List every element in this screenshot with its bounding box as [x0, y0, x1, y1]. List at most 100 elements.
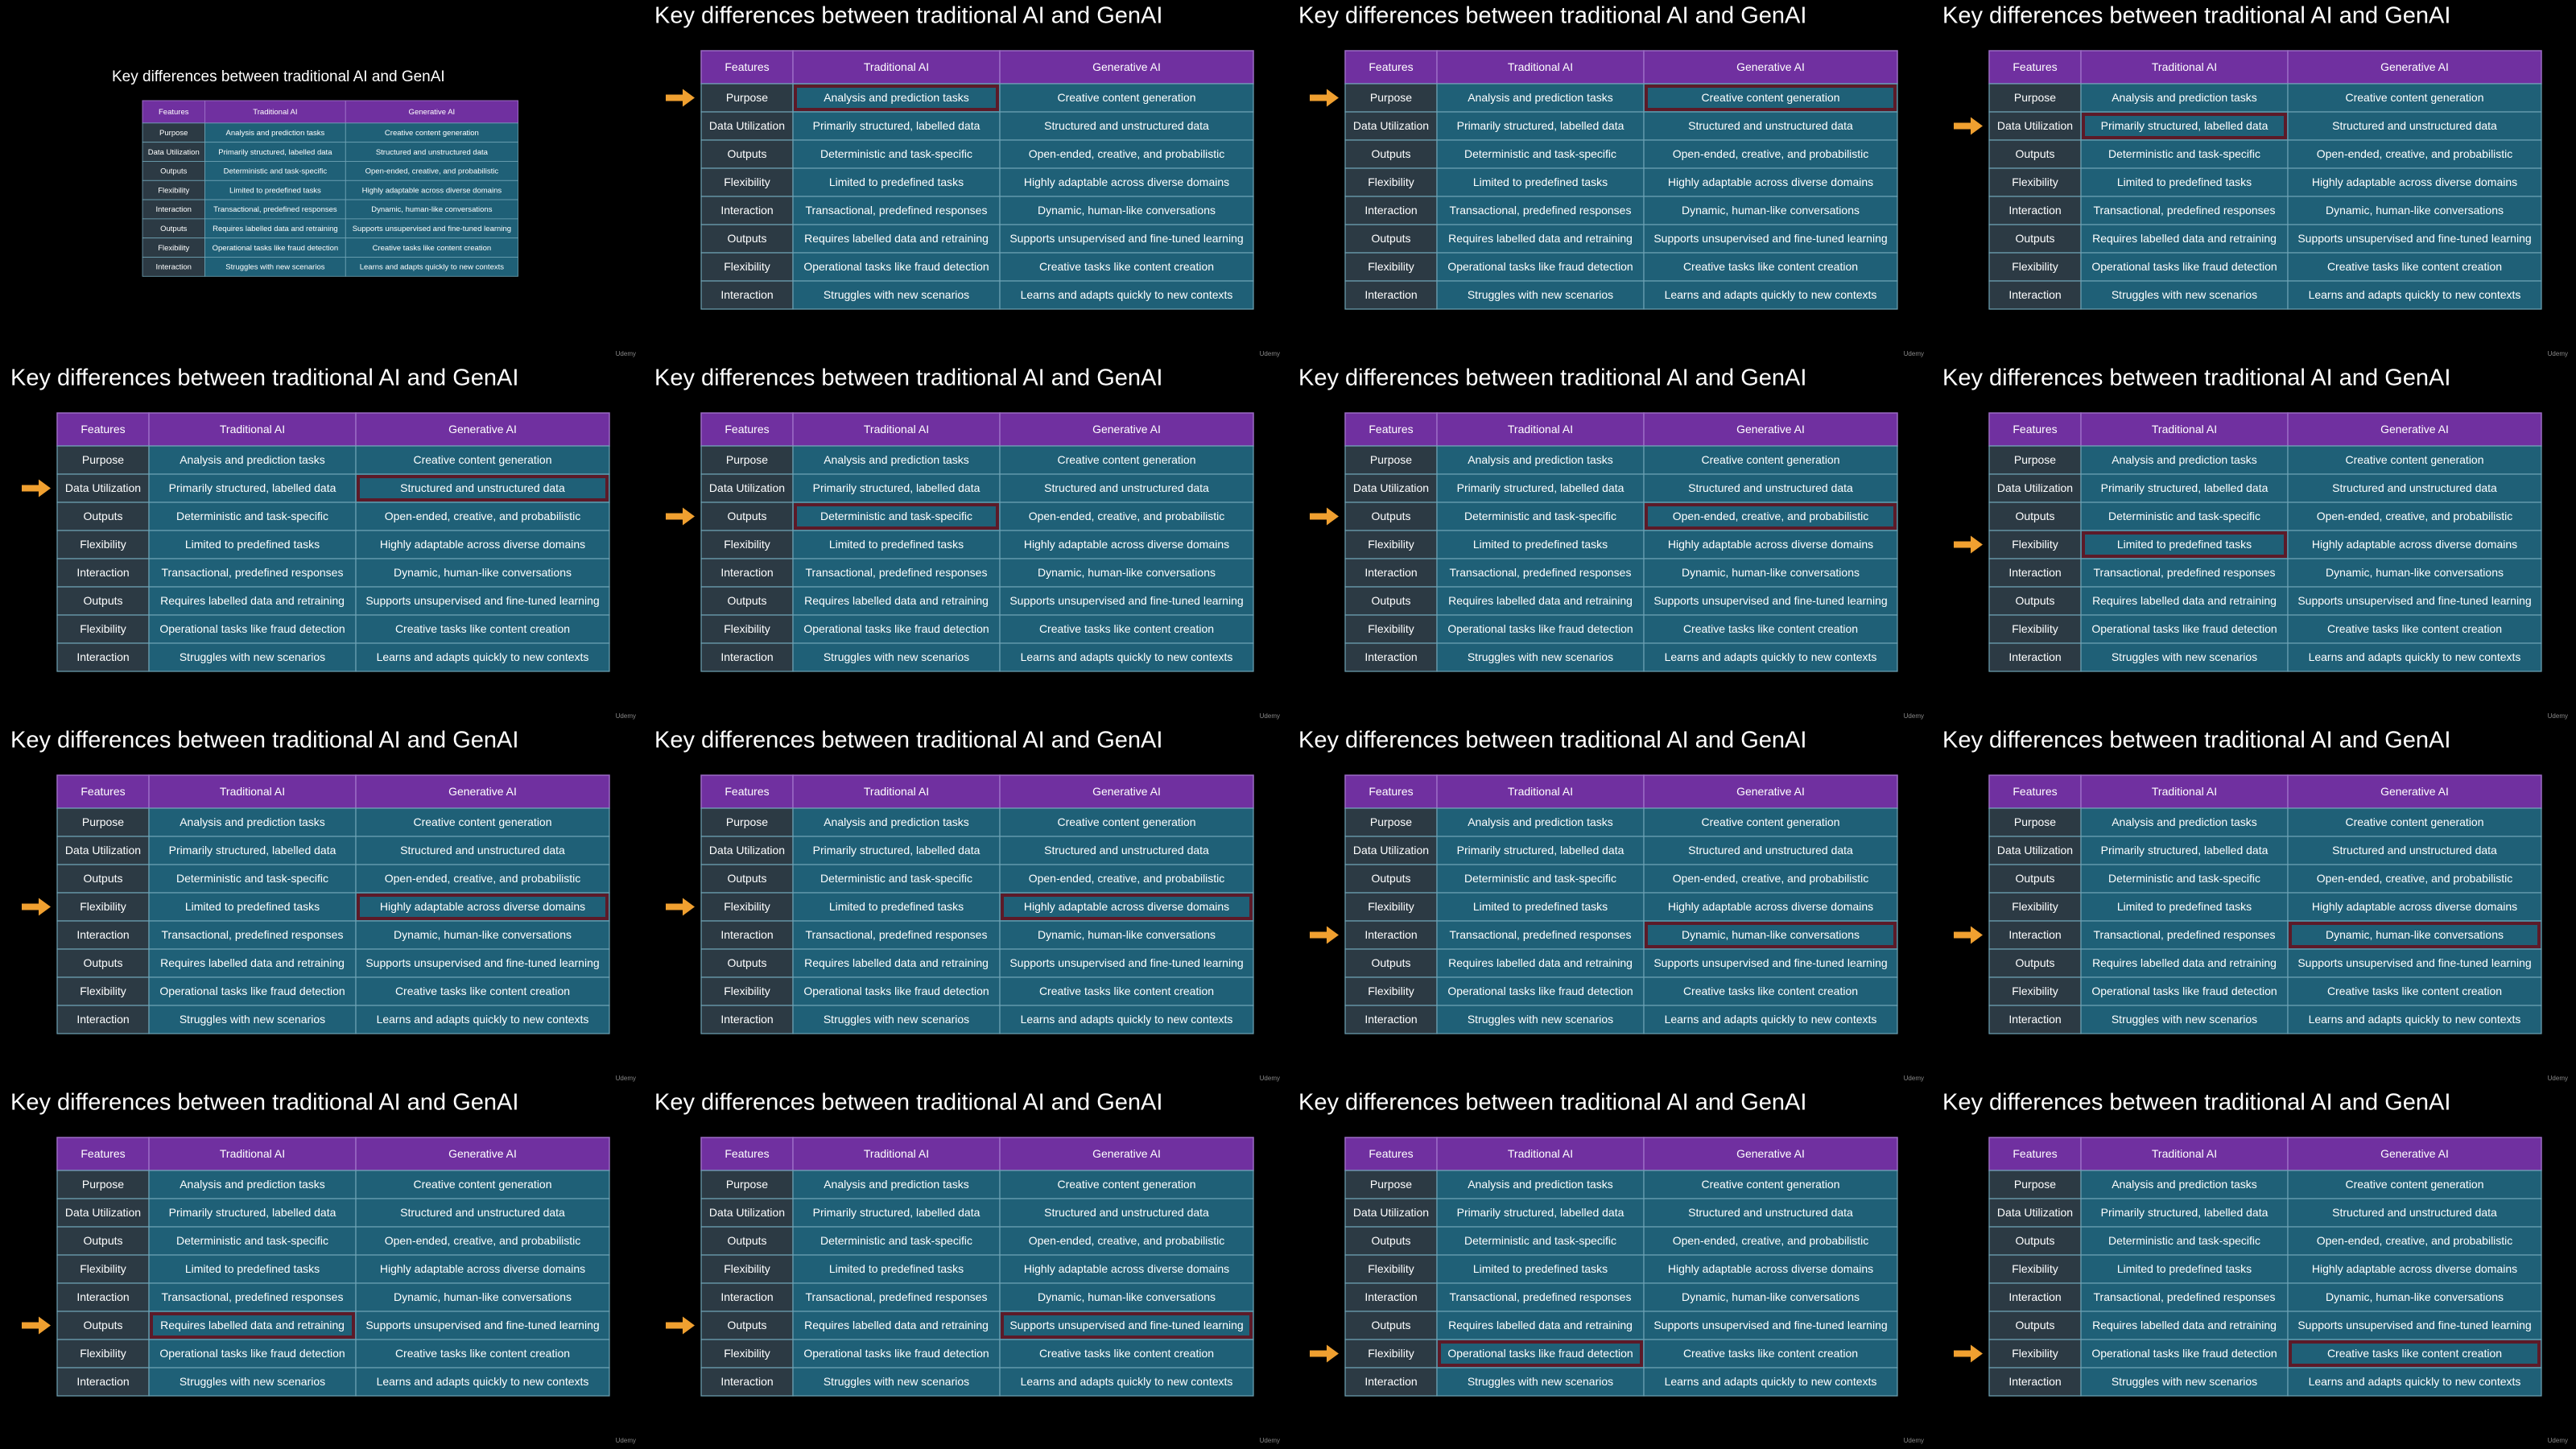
cell-text: Analysis and prediction tasks [2112, 815, 2257, 828]
cell [355, 920, 610, 950]
cell-text: Analysis and prediction tasks [2112, 1178, 2257, 1191]
cell [2287, 83, 2542, 113]
cell-text: Requires labelled data and retraining [160, 594, 345, 607]
feature-cell [1344, 1005, 1438, 1034]
cell-text: Flexibility [1368, 260, 1414, 273]
cell-text: Dynamic, human-like conversations [371, 205, 492, 214]
header-cell [1436, 50, 1645, 85]
feature-cell [700, 111, 794, 141]
table: Features Traditional AI Generative AI Purpo… [700, 1137, 1254, 1397]
cell-text: Supports unsupervised and fine-tuned lea… [1653, 1319, 1887, 1331]
header-cell [1643, 50, 1898, 85]
feature-cell [700, 1367, 794, 1397]
cell-text: Purpose [2014, 815, 2056, 828]
cell-text: Data Utilization [1997, 119, 2073, 132]
cell-text: Struggles with new scenarios [1468, 1013, 1613, 1026]
feature-cell [1344, 642, 1438, 672]
feature-cell [700, 224, 794, 254]
watermark: Udemy [2548, 1437, 2568, 1444]
cell-text: Deterministic and task-specific [224, 167, 328, 176]
cell [999, 1339, 1254, 1368]
cell-text: Requires labelled data and retraining [2092, 956, 2277, 969]
watermark: Udemy [1260, 350, 1280, 357]
cell-text: Interaction [2008, 1290, 2061, 1303]
cell [148, 614, 357, 644]
cell [2287, 530, 2542, 559]
table-wrap: Features Traditional AI Generative AI Purpo… [142, 100, 518, 277]
cell-text: Struggles with new scenarios [1468, 288, 1613, 301]
cell-text: Flexibility [2012, 1262, 2058, 1275]
cell-text: Open-ended, creative, and probabilistic [2317, 872, 2513, 885]
header-text: Features [159, 108, 189, 117]
cell-text: Learns and adapts quickly to new context… [2309, 288, 2521, 301]
header-text: Generative AI [1092, 60, 1161, 73]
slide-title: Key differences between traditional AI a… [654, 3, 1162, 29]
cell [999, 139, 1254, 169]
cell-text: Flexibility [724, 175, 770, 188]
cell-text: Highly adaptable across diverse domains [380, 900, 585, 913]
cell [355, 530, 610, 559]
cell-text: Learns and adapts quickly to new context… [1021, 1013, 1233, 1026]
cell-text: Structured and unstructured data [1688, 119, 1853, 132]
slide: Udemy Key differences between traditional… [10, 1090, 636, 1444]
cell [1643, 139, 1898, 169]
cell-text: Interaction [2008, 1375, 2061, 1388]
cell [355, 1367, 610, 1397]
cell [355, 586, 610, 616]
header-text: Traditional AI [864, 1147, 929, 1160]
feature-cell [1344, 83, 1438, 113]
cell-text: Outputs [160, 167, 188, 176]
cell-text: Primarily structured, labelled data [218, 148, 332, 157]
cell-text: Outputs [2015, 232, 2054, 245]
header-text: Traditional AI [1508, 1147, 1573, 1160]
cell-text: Interaction [1364, 288, 1417, 301]
table-wrap: Features Traditional AI Generative AI Purpo… [700, 1137, 1254, 1397]
feature-cell [700, 196, 794, 225]
cell [999, 807, 1254, 837]
cell [1436, 807, 1645, 837]
cell [2080, 224, 2289, 254]
cell-text: Transactional, predefined responses [806, 566, 988, 579]
table: Features Traditional AI Generative AI Purpo… [1344, 774, 1898, 1034]
cell [1643, 1005, 1898, 1034]
cell [355, 558, 610, 588]
cell-text: Creative content generation [1058, 91, 1196, 104]
cell-text: Struggles with new scenarios [2112, 1375, 2257, 1388]
cell [1643, 1367, 1898, 1397]
table: Features Traditional AI Generative AI Purpo… [56, 1137, 610, 1397]
header-text: Features [724, 1147, 769, 1160]
feature-cell [1344, 252, 1438, 282]
cell-text: Learns and adapts quickly to new context… [1021, 1375, 1233, 1388]
cell-text: Creative tasks like content creation [2327, 985, 2502, 997]
cell-text: Data Utilization [709, 1206, 785, 1219]
table: Features Traditional AI Generative AI Purpo… [1344, 1137, 1898, 1397]
cell-text: Outputs [727, 872, 766, 885]
header-text: Features [1368, 423, 1413, 436]
cell [2287, 1005, 2542, 1034]
cell-text: Limited to predefined tasks [1473, 900, 1608, 913]
cell-text: Creative content generation [385, 129, 479, 138]
cell [1436, 252, 1645, 282]
cell [1436, 1311, 1645, 1340]
header-text: Traditional AI [220, 1147, 285, 1160]
cell-text: Open-ended, creative, and probabilistic [1673, 510, 1869, 522]
cell [999, 586, 1254, 616]
highlight-box [1645, 922, 1897, 948]
feature-cell [700, 280, 794, 310]
cell [148, 473, 357, 503]
cell-text: Operational tasks like fraud detection [159, 622, 345, 635]
cell-text: Purpose [1370, 453, 1412, 466]
header-cell [700, 1137, 794, 1171]
cell [2287, 614, 2542, 644]
cell [1643, 892, 1898, 922]
cell-text: Outputs [83, 872, 122, 885]
table-wrap: Features Traditional AI Generative AI Purpo… [56, 412, 610, 672]
cell-text: Outputs [83, 956, 122, 969]
cell-text: Creative content generation [1058, 815, 1196, 828]
header-text: Features [724, 785, 769, 798]
highlight-box [1001, 894, 1253, 920]
cell-text: Operational tasks like fraud detection [2091, 1347, 2277, 1360]
header-cell [2080, 412, 2289, 447]
cell [999, 558, 1254, 588]
feature-cell [700, 530, 794, 559]
